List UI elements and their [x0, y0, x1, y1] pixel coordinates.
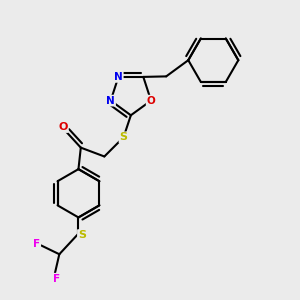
Text: F: F [53, 274, 60, 284]
Text: O: O [147, 96, 155, 106]
Text: F: F [33, 239, 40, 249]
Text: O: O [58, 122, 68, 132]
Text: N: N [114, 72, 123, 82]
Text: S: S [119, 132, 128, 142]
Text: S: S [78, 230, 86, 240]
Text: N: N [106, 96, 115, 106]
